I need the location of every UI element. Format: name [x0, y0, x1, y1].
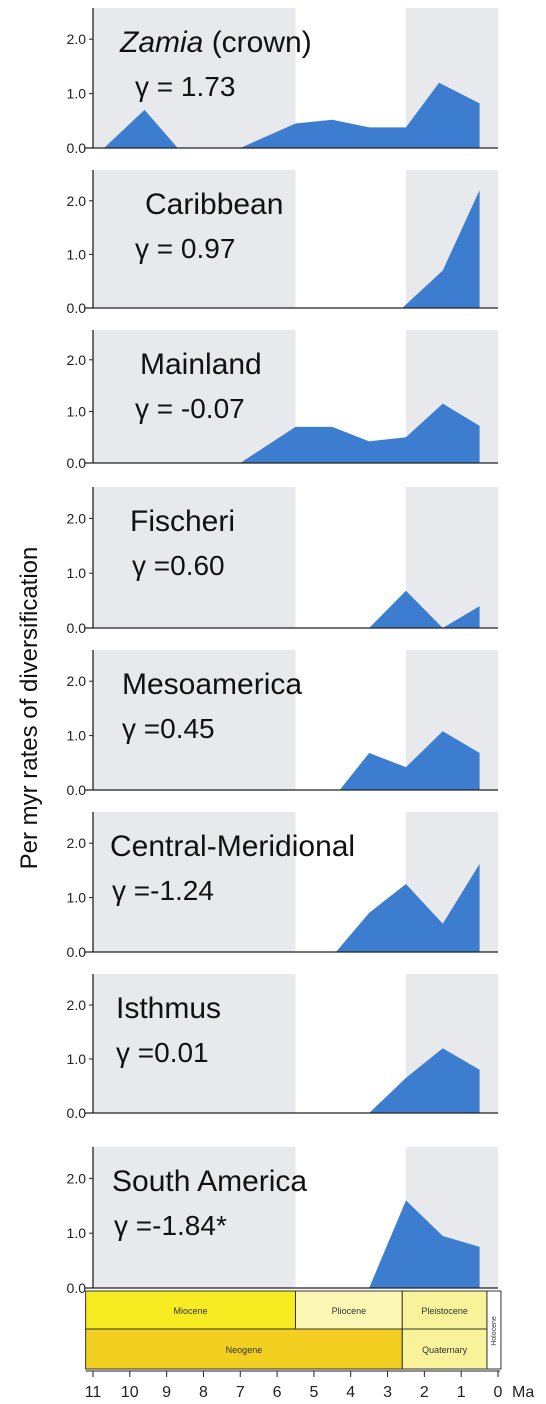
period-label: Quaternary [422, 1345, 468, 1355]
panel-mesoamerica: 0.0 1.0 2.0 Mesoamerica γ =0.45 [67, 650, 498, 798]
y-tick-label: 2.0 [67, 193, 87, 209]
y-tick-label: 1.0 [67, 403, 87, 419]
rate-area [369, 1200, 480, 1288]
y-tick-label: 0.0 [67, 1280, 87, 1296]
panel-mainland: 0.0 1.0 2.0 Mainland γ = -0.07 [67, 330, 498, 471]
period-neogene [85, 1328, 403, 1370]
epoch-label: Pleistocene [421, 1306, 468, 1316]
period-quaternary [401, 1328, 488, 1370]
y-tick-label: 1.0 [67, 246, 87, 262]
rate-area [369, 590, 480, 628]
epoch-label: Miocene [174, 1306, 208, 1316]
x-tick-label: 6 [273, 1384, 282, 1401]
panel-title: Zamia (crown) [119, 26, 312, 59]
epoch-miocene [85, 1290, 296, 1330]
shade-miocene [93, 170, 296, 308]
panel-title: Mesoamerica [122, 668, 302, 701]
shade-miocene [93, 1147, 296, 1288]
y-tick-label: 2.0 [67, 835, 87, 851]
panel-zamia: 0.0 1.0 2.0 Zamia (crown) γ = 1.73 [67, 8, 498, 156]
y-tick-label: 1.0 [67, 1225, 87, 1241]
y-tick-label: 0.0 [67, 620, 87, 636]
y-tick-label: 1.0 [67, 728, 87, 744]
panel-central-meridional: 0.0 1.0 2.0 Central-Meridional γ =-1.24 [67, 812, 498, 960]
x-tick-label: 9 [162, 1384, 171, 1401]
panel-south-america: 0.0 1.0 2.0 South America γ =-1.84* [67, 1147, 498, 1296]
gamma-statistic: γ =0.01 [116, 1037, 209, 1068]
panel-title: Central-Meridional [110, 830, 355, 863]
rate-area [369, 1048, 480, 1113]
panel-title: Mainland [140, 348, 262, 381]
x-tick-label: 2 [420, 1384, 429, 1401]
panel-title: Caribbean [145, 188, 283, 221]
y-tick-label: 1.0 [67, 890, 87, 906]
y-tick-label: 0.0 [67, 455, 87, 471]
x-tick-label: 1 [457, 1384, 466, 1401]
rate-area [339, 731, 480, 790]
panel-title: South America [112, 1165, 307, 1198]
gamma-statistic: γ = -0.07 [135, 393, 245, 424]
shade-miocene [93, 330, 296, 463]
x-tick-label: 10 [121, 1384, 139, 1401]
x-tick-label: 11 [85, 1384, 102, 1401]
y-tick-label: 0.0 [67, 1105, 87, 1121]
rate-area [240, 403, 480, 463]
y-tick-label: 0.0 [67, 140, 87, 156]
rate-area [104, 82, 480, 148]
gamma-statistic: γ =-1.84* [114, 1210, 227, 1241]
epoch-pleistocene [401, 1290, 488, 1330]
x-tick-label: 3 [383, 1384, 392, 1401]
x-tick-label: 8 [199, 1384, 208, 1401]
panel-fischeri: 0.0 1.0 2.0 Fischeri γ =0.60 [67, 487, 498, 636]
y-tick-label: 1.0 [67, 1051, 87, 1067]
y-tick-label: 0.0 [67, 782, 87, 798]
y-tick-label: 2.0 [67, 673, 87, 689]
rate-area [336, 863, 480, 952]
x-unit-label: Ma [512, 1384, 534, 1401]
shade-miocene [93, 487, 296, 628]
x-tick-label: 7 [236, 1384, 245, 1401]
y-tick-label: 2.0 [67, 510, 87, 526]
gamma-statistic: γ = 0.97 [135, 233, 235, 264]
y-tick-label: 2.0 [67, 31, 87, 47]
y-tick-label: 1.0 [67, 86, 87, 102]
geologic-timescale: Miocene Pliocene Pleistocene Neogene Quatern… [85, 1290, 534, 1401]
panel-isthmus: 0.0 1.0 2.0 Isthmus γ =0.01 [67, 974, 498, 1121]
y-tick-label: 2.0 [67, 352, 87, 368]
rate-area [402, 190, 480, 308]
y-tick-label: 2.0 [67, 1170, 87, 1186]
y-tick-label: 1.0 [67, 565, 87, 581]
panel-caribbean: 0.0 1.0 2.0 Caribbean γ = 0.97 [67, 170, 498, 316]
y-tick-label: 2.0 [67, 997, 87, 1013]
period-label: Neogene [226, 1345, 263, 1355]
epoch-label: Pliocene [332, 1306, 367, 1316]
gamma-statistic: γ = 1.73 [135, 71, 235, 102]
x-tick-label: 4 [346, 1384, 355, 1401]
shade-miocene [93, 650, 296, 790]
panel-title: Isthmus [116, 992, 221, 1025]
holocene-label: Holocene [491, 1316, 498, 1346]
y-tick-label: 0.0 [67, 300, 87, 316]
y-tick-label: 0.0 [67, 944, 87, 960]
shade-miocene [93, 8, 296, 148]
shade-miocene [93, 812, 296, 952]
shade-miocene [93, 974, 296, 1113]
gamma-statistic: γ =0.45 [122, 713, 215, 744]
x-tick-label: 5 [309, 1384, 318, 1401]
shade-pleistocene [405, 487, 498, 628]
gamma-statistic: γ =0.60 [132, 550, 225, 581]
panel-title: Fischeri [130, 505, 235, 538]
x-tick-label: 0 [494, 1384, 503, 1401]
gamma-statistic: γ =-1.24 [112, 875, 214, 906]
